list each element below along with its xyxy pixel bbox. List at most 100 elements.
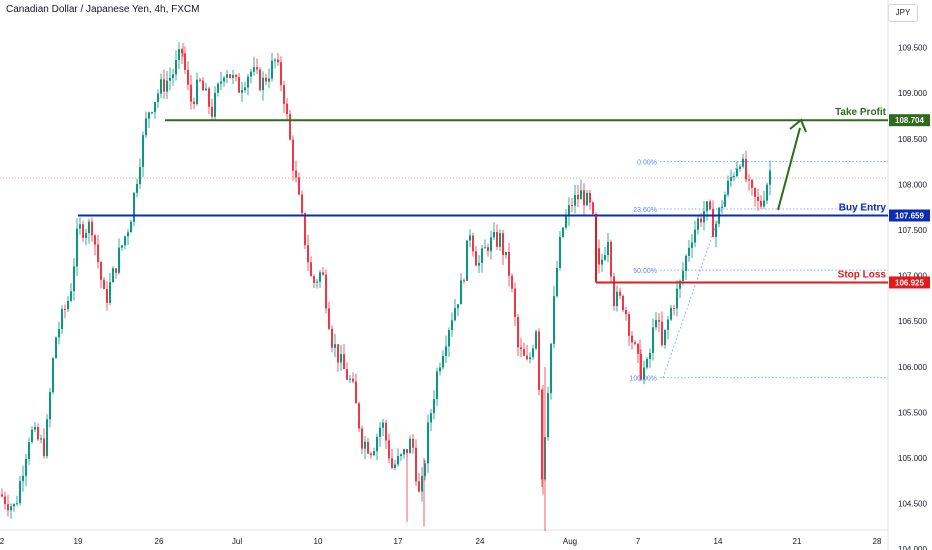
candle [499, 229, 501, 252]
candle [163, 69, 165, 99]
candle [310, 256, 312, 277]
candle [355, 373, 357, 404]
x-tick-label: 7 [636, 537, 641, 546]
candle [277, 52, 279, 66]
candle [175, 50, 177, 81]
candle [370, 451, 372, 459]
candle [76, 218, 78, 276]
candle [346, 362, 348, 381]
y-tick-label: 107.500 [898, 226, 927, 235]
candle [445, 335, 447, 363]
candle [511, 273, 513, 293]
candle [508, 242, 510, 287]
projection-arrow-line[interactable] [777, 127, 801, 211]
candle [211, 98, 213, 121]
candle [457, 304, 459, 317]
candle [115, 268, 117, 279]
y-tick-label: 105.500 [898, 408, 927, 417]
candle [181, 48, 183, 65]
candle [232, 70, 234, 85]
candle [298, 172, 300, 196]
candle [388, 433, 390, 464]
candle [184, 46, 186, 75]
candle [67, 296, 69, 313]
candle [487, 243, 489, 257]
candle [556, 261, 558, 298]
candle [358, 401, 360, 433]
candle [550, 342, 552, 400]
candle [226, 69, 228, 84]
candle [208, 86, 210, 115]
candle [574, 184, 576, 214]
candle [745, 150, 747, 183]
candle [397, 448, 399, 467]
candle [223, 75, 225, 87]
candle [535, 329, 537, 351]
y-tick-label: 106.500 [898, 317, 927, 326]
candle [334, 333, 336, 358]
candle [331, 325, 333, 353]
fib-trend-line[interactable] [662, 161, 739, 378]
x-tick-label: 2 [0, 537, 5, 546]
candle [766, 182, 768, 205]
candle [364, 436, 366, 459]
candle [268, 68, 270, 89]
candle [454, 298, 456, 322]
chart-title: Canadian Dollar / Japanese Yen, 4h, FXCM [6, 4, 200, 15]
candle [481, 245, 483, 273]
candle [382, 418, 384, 436]
candle [301, 190, 303, 216]
candle [289, 109, 291, 141]
candle [190, 75, 192, 110]
candle [361, 425, 363, 455]
candle [571, 197, 573, 212]
candle [433, 390, 435, 420]
candle [352, 372, 354, 384]
candle [118, 238, 120, 275]
candle [238, 72, 240, 94]
candle [202, 77, 204, 91]
candles [1, 42, 771, 519]
candle [748, 174, 750, 191]
candle [439, 362, 441, 376]
candle [625, 307, 627, 321]
candle [415, 439, 417, 487]
candle [31, 426, 33, 444]
candle [742, 153, 744, 169]
candle [577, 185, 579, 208]
candle [586, 190, 588, 206]
candle [169, 67, 171, 91]
candle [754, 187, 756, 207]
candle [229, 74, 231, 79]
candle [316, 279, 318, 289]
candle [547, 386, 549, 441]
candle [622, 294, 624, 313]
candle [85, 228, 87, 246]
candle [271, 52, 273, 82]
x-tick-label: 19 [74, 537, 83, 546]
candle [619, 287, 621, 300]
x-tick-label: 24 [476, 537, 485, 546]
candle [286, 98, 288, 120]
candle [763, 191, 765, 210]
candle [727, 175, 729, 198]
candle [94, 234, 96, 256]
candle [715, 220, 717, 248]
candle [340, 344, 342, 371]
candle [391, 448, 393, 470]
buy-entry-label: Buy Entry [839, 202, 887, 213]
x-tick-label: 14 [714, 537, 723, 546]
candle [250, 69, 252, 84]
candle [10, 503, 12, 519]
candle [523, 342, 525, 357]
y-tick-label: 104.000 [898, 545, 927, 550]
x-tick-label: 21 [793, 537, 802, 546]
candle [490, 230, 492, 260]
candle [19, 475, 21, 506]
candle [130, 219, 132, 233]
candle [283, 80, 285, 113]
candle [127, 229, 129, 245]
x-tick-label: 17 [394, 537, 403, 546]
candle [319, 270, 321, 289]
